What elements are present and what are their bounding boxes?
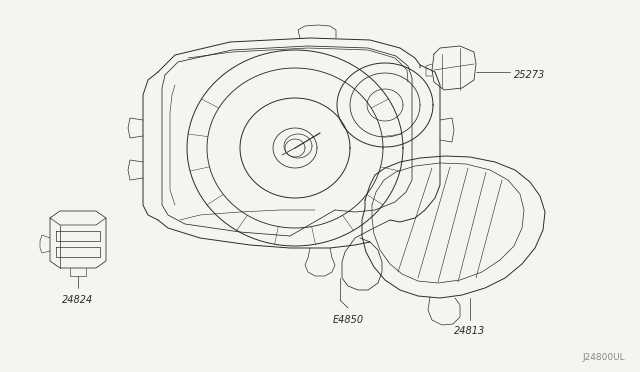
Text: 25273: 25273 bbox=[514, 70, 545, 80]
Text: 24813: 24813 bbox=[454, 326, 486, 336]
Text: E4850: E4850 bbox=[332, 315, 364, 325]
Text: 24824: 24824 bbox=[62, 295, 93, 305]
Text: J24800UL: J24800UL bbox=[582, 353, 625, 362]
